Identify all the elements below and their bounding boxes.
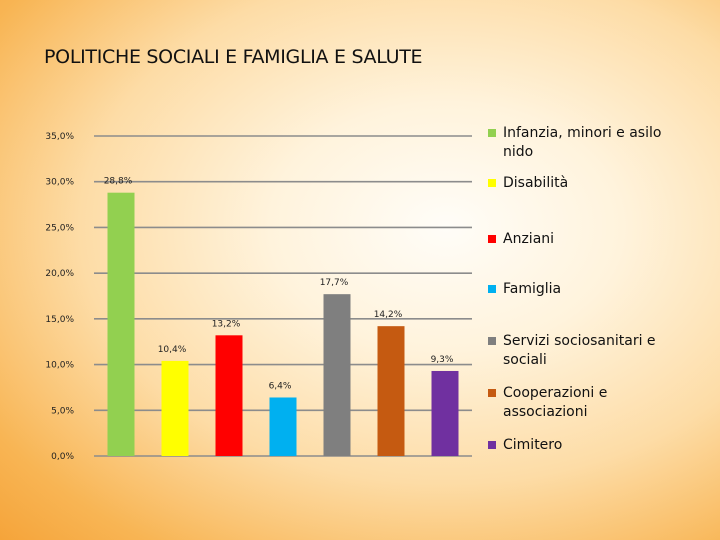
legend-swatch (488, 389, 496, 397)
legend-item: Cimitero (488, 436, 663, 455)
legend-label: Disabilità (503, 175, 569, 191)
legend-item: Famiglia (488, 280, 663, 299)
legend-swatch (488, 235, 496, 243)
legend-label: Servizi sociosanitari e sociali (503, 333, 656, 368)
legend-swatch (488, 441, 496, 449)
data-label: 6,4% (269, 381, 292, 391)
data-label: 10,4% (158, 345, 187, 355)
bar (431, 370, 459, 456)
bar (323, 294, 351, 456)
y-tick-label: 5,0% (51, 406, 74, 416)
legend-swatch (488, 129, 496, 137)
y-tick-label: 30,0% (45, 178, 74, 188)
y-tick-label: 35,0% (45, 132, 74, 142)
bar (161, 360, 189, 456)
y-tick-label: 10,0% (45, 361, 74, 371)
y-tick-label: 15,0% (45, 315, 74, 325)
data-label: 28,8% (104, 177, 133, 187)
data-label: 17,7% (320, 278, 349, 288)
y-tick-label: 25,0% (45, 223, 74, 233)
legend-item: Infanzia, minori e asilo nido (488, 124, 663, 162)
y-tick-label: 0,0% (51, 452, 74, 462)
legend-swatch (488, 285, 496, 293)
legend-label: Cooperazioni e associazioni (503, 385, 608, 420)
legend-label: Anziani (503, 231, 555, 247)
legend-item: Servizi sociosanitari e sociali (488, 332, 663, 370)
bar (269, 397, 297, 456)
bar (215, 335, 243, 456)
legend-label: Infanzia, minori e asilo nido (503, 125, 662, 160)
data-label: 9,3% (431, 355, 454, 365)
bar (107, 192, 135, 456)
legend-swatch (488, 179, 496, 187)
page-title: POLITICHE SOCIALI E FAMIGLIA E SALUTE (44, 46, 423, 68)
legend-item: Cooperazioni e associazioni (488, 384, 663, 422)
legend-item: Disabilità (488, 174, 663, 193)
data-label: 13,2% (212, 319, 241, 329)
legend-item: Anziani (488, 230, 663, 249)
legend-label: Cimitero (503, 437, 563, 453)
data-label: 14,2% (374, 310, 403, 320)
legend-label: Famiglia (503, 281, 562, 297)
legend-swatch (488, 337, 496, 345)
bar (377, 326, 405, 456)
y-tick-label: 20,0% (45, 269, 74, 279)
